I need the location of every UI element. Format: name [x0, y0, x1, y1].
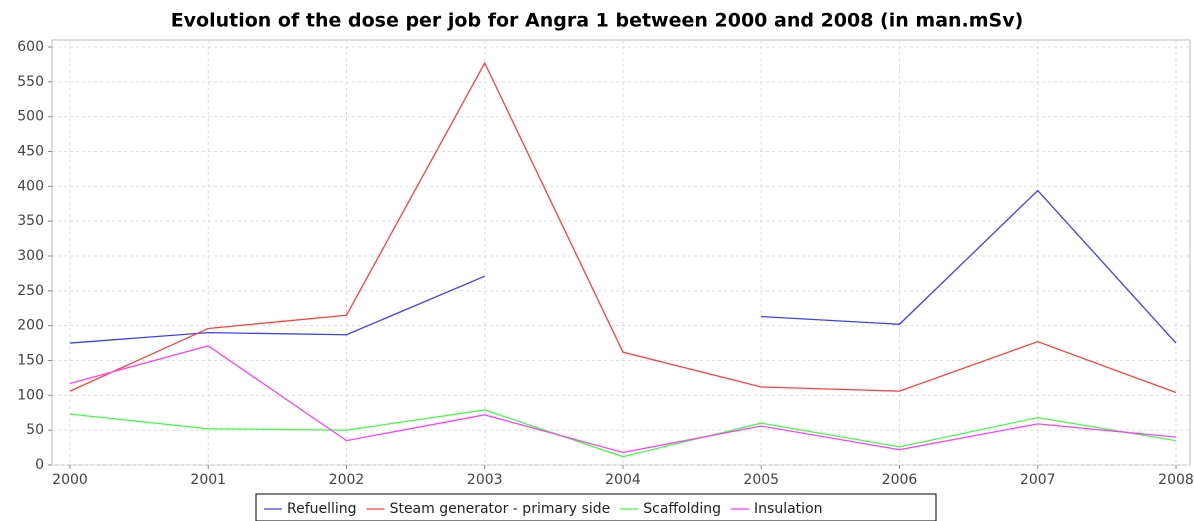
y-tick-label: 300: [17, 248, 44, 264]
series-line: [69, 61, 1177, 394]
x-tick-label: 2000: [52, 472, 88, 488]
chart-title: Evolution of the dose per job for Angra …: [171, 10, 1024, 32]
plot-frame: [51, 39, 1191, 466]
legend-label: Scaffolding: [643, 501, 721, 517]
series-line: [69, 409, 1177, 458]
y-tick-label: 450: [17, 144, 44, 160]
y-tick-label: 0: [35, 457, 44, 473]
legend-box: [255, 493, 937, 521]
y-tick-label: 150: [17, 353, 44, 369]
y-tick-label: 400: [17, 178, 44, 194]
legend-label: Insulation: [754, 501, 822, 517]
y-tick-label: 350: [17, 213, 44, 229]
x-tick-label: 2001: [190, 472, 226, 488]
x-tick-label: 2007: [1020, 472, 1056, 488]
legend-label: Refuelling: [287, 501, 357, 517]
y-tick-label: 500: [17, 109, 44, 125]
y-tick-label: 250: [17, 283, 44, 299]
x-tick-label: 2005: [743, 472, 779, 488]
y-tick-label: 200: [17, 318, 44, 334]
legend-label: Steam generator - primary side: [390, 501, 611, 517]
series-line: [69, 345, 1177, 454]
y-tick-label: 550: [17, 74, 44, 90]
x-tick-label: 2004: [605, 472, 641, 488]
series-line: [69, 189, 1177, 344]
x-tick-label: 2008: [1158, 472, 1194, 488]
x-tick-label: 2003: [467, 472, 503, 488]
y-tick-label: 600: [17, 39, 44, 55]
y-tick-label: 50: [26, 422, 44, 438]
x-tick-label: 2002: [329, 472, 365, 488]
y-tick-label: 100: [17, 387, 44, 403]
x-tick-label: 2006: [882, 472, 918, 488]
